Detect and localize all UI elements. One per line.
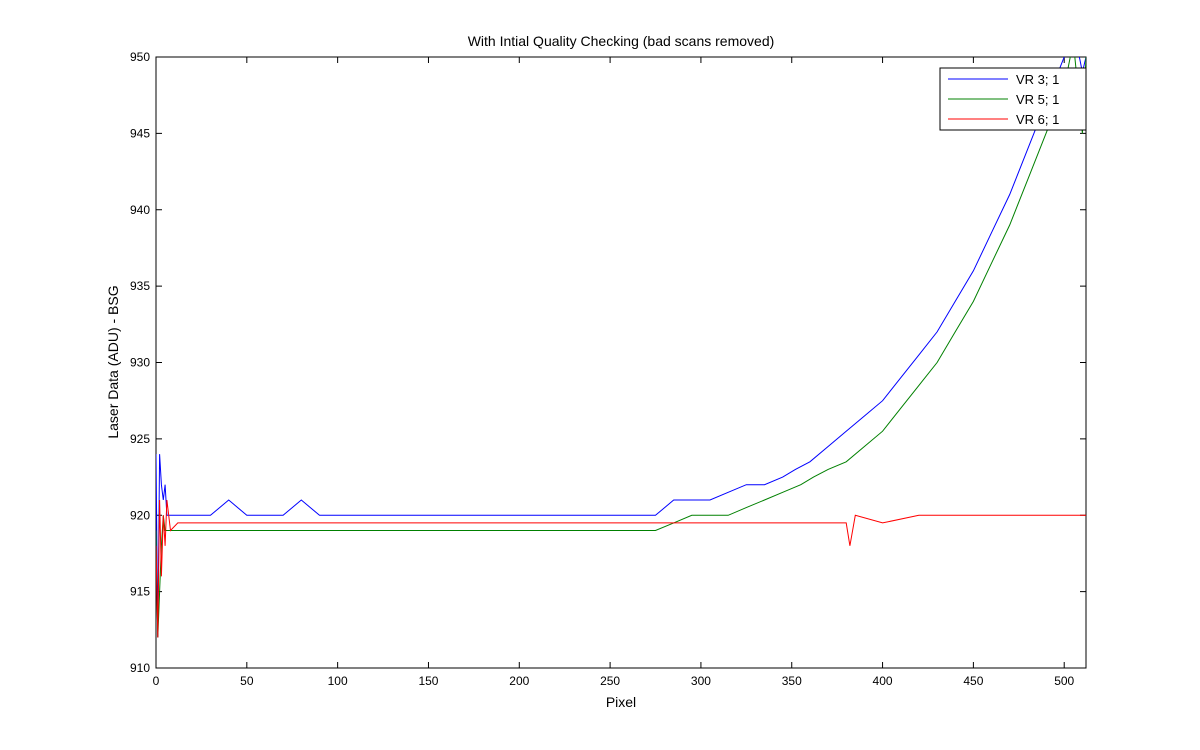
y-tick-label: 940 <box>130 203 150 217</box>
y-axis-label: Laser Data (ADU) - BSG <box>105 285 121 438</box>
series-line-2 <box>156 57 1086 638</box>
y-tick-label: 920 <box>130 508 150 522</box>
legend-label-2: VR 5; 1 <box>1016 92 1059 107</box>
series-line-3 <box>156 499 1086 638</box>
x-tick-label: 250 <box>600 674 620 688</box>
x-tick-label: 400 <box>873 674 893 688</box>
plot-area <box>155 56 1087 669</box>
series-layer <box>156 57 1086 638</box>
legend-label-1: VR 3; 1 <box>1016 72 1059 87</box>
series-line-1 <box>156 57 1086 638</box>
x-tick-label: 500 <box>1054 674 1074 688</box>
x-tick-label: 100 <box>328 674 348 688</box>
x-tick-label: 350 <box>782 674 802 688</box>
y-tick-label: 910 <box>130 661 150 675</box>
x-tick-label: 450 <box>963 674 983 688</box>
y-tick-label: 945 <box>130 126 150 140</box>
x-axis-ticks: 0 50 100 150 200 250 300 350 400 450 500 <box>153 57 1075 688</box>
legend-label-3: VR 6; 1 <box>1016 112 1059 127</box>
x-tick-label: 300 <box>691 674 711 688</box>
y-tick-label: 925 <box>130 432 150 446</box>
y-tick-label: 935 <box>130 279 150 293</box>
x-axis-label: Pixel <box>606 694 636 710</box>
x-tick-label: 150 <box>418 674 438 688</box>
chart-title: With Intial Quality Checking (bad scans … <box>468 33 775 49</box>
y-tick-label: 930 <box>130 356 150 370</box>
legend: VR 3; 1 VR 5; 1 VR 6; 1 <box>939 67 1087 131</box>
x-tick-label: 50 <box>240 674 254 688</box>
y-tick-label: 915 <box>130 585 150 599</box>
y-axis-ticks: 910 915 920 925 930 935 940 945 950 <box>130 50 1086 675</box>
x-tick-label: 0 <box>153 674 160 688</box>
x-tick-label: 200 <box>509 674 529 688</box>
y-tick-label: 950 <box>130 50 150 64</box>
